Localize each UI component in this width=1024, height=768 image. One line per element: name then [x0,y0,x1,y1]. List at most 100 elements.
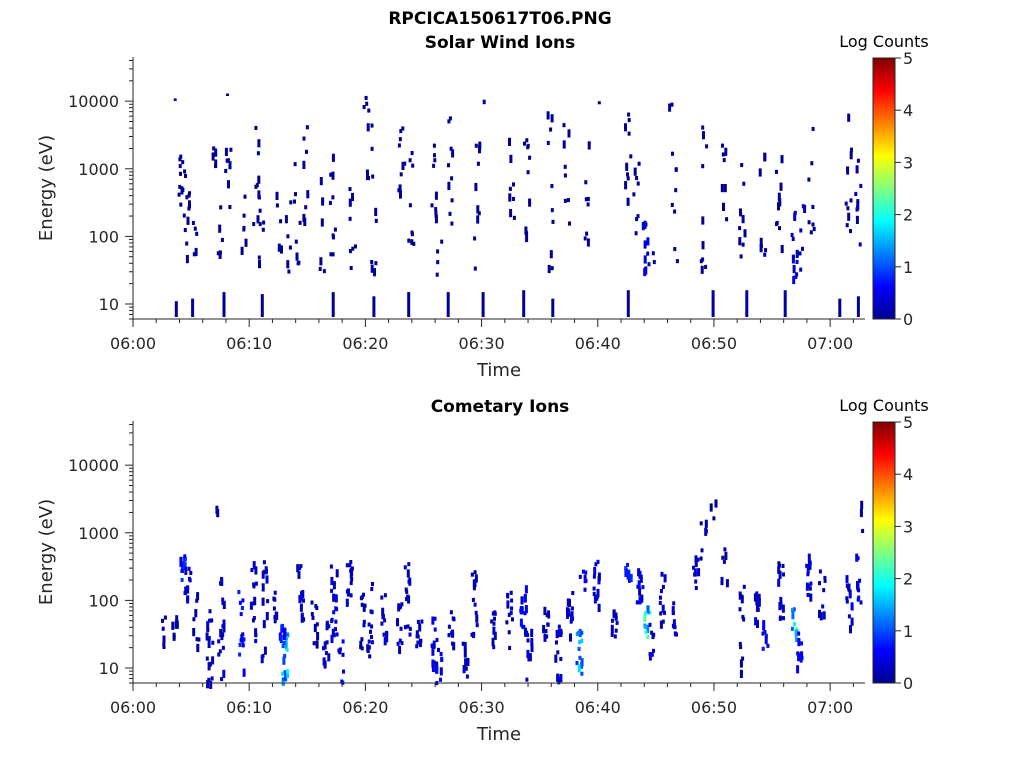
spectrogram-cell [329,172,333,177]
spectrogram-cell [432,163,436,168]
spectrogram-cell [694,585,698,590]
x-axis-label: Time [476,724,521,745]
spectrogram-cell [818,609,821,618]
spectrogram-cell [183,169,187,174]
spectrogram-cell [724,551,728,560]
spectrogram-cell [792,607,796,612]
spectrogram-cell [162,642,166,647]
spectrogram-cell [562,123,566,128]
spectrogram-cell [301,590,305,599]
spectrogram-cell [659,620,663,629]
spectrogram-cell [701,216,705,225]
spectrogram-cell [492,645,496,650]
spectrogram-cell [556,650,560,655]
spectrogram-cell [739,669,743,678]
cells [173,93,863,317]
spectrogram-cell [507,630,511,635]
spectrogram-cell [791,255,795,264]
spectrogram-cell [660,571,664,576]
spectrogram-cell [660,589,663,594]
spectrogram-cell [192,252,196,257]
spectrogram-cell [172,632,176,641]
spectrogram-cell [398,645,402,655]
spectrogram-cell [280,624,284,633]
spectrogram-cell [261,597,265,606]
spectrogram-cell [562,140,566,149]
spectrogram-cell [473,266,477,271]
spectrogram-cell [780,244,784,254]
x-tick-label: 07:00 [807,334,853,353]
spectrogram-cell [754,617,758,626]
spectrogram-cell [195,231,199,236]
spectrogram-cell [440,239,444,244]
spectrogram-cell [526,638,530,643]
spectrogram-cell [859,183,863,188]
spectrogram-cell [547,614,551,619]
spectrogram-cell [528,155,532,160]
spectrogram-cell [584,197,588,202]
spectrogram-cell [238,642,242,647]
spectrogram-cell [673,209,677,214]
spectrogram-cell [849,151,853,160]
spectrogram-cell [257,139,261,148]
spectrogram-cell [793,621,796,626]
spectrogram-cell [286,260,290,269]
spectrogram-cell [490,619,494,624]
x-tick-label: 06:50 [691,334,737,353]
spectrogram-cell [739,208,742,213]
spectrogram-cell [348,216,352,221]
spectrogram-cell [847,113,851,122]
spectrogram-cell [567,608,571,617]
spectrogram-cell [848,590,852,599]
spectrogram-cell [759,244,763,253]
spectrogram-cell [447,163,450,168]
spectrogram-cell [334,594,338,603]
spectrogram-cell [806,572,810,577]
spectrogram-cell [217,652,221,657]
spectrogram-cell [182,213,186,218]
spectrogram-cell [334,619,338,624]
spectrogram-cell [668,103,672,112]
spectrogram-cell [472,633,475,638]
spectrogram-cell [191,298,195,317]
spectrogram-cell [575,661,579,666]
spectrogram-cell [186,585,190,594]
spectrogram-cell [615,620,619,625]
spectrogram-cell [583,236,587,241]
spectrogram-cell [845,575,849,584]
spectrogram-cell [183,554,187,559]
spectrogram-cell [191,220,195,225]
spectrogram-cell [796,665,800,674]
spectrogram-cell [207,677,211,682]
spectrogram-cell [638,570,642,579]
colorbar-tick-label: 4 [903,101,913,120]
spectrogram-cell [206,680,210,689]
spectrogram-cell [793,212,797,221]
spectrogram-cell [812,227,816,232]
spectrogram-cell [226,93,229,96]
spectrogram-cell [476,205,480,214]
spectrogram-cell [418,623,422,632]
spectrogram-cell [195,637,199,642]
spectrogram-cell [493,616,496,621]
spectrogram-cell [709,503,713,512]
spectrogram-cell [254,628,258,637]
spectrogram-cell [543,606,547,615]
spectrogram-cell [492,626,496,635]
spectrogram-cell [194,609,198,618]
spectrogram-cell [401,161,405,170]
spectrogram-cell [410,232,414,237]
spectrogram-cell [240,606,244,611]
spectrogram-cell [294,239,298,244]
spectrogram-cell [362,623,366,628]
spectrogram-cell [328,200,332,205]
spectrogram-cell [436,249,440,254]
spectrogram-cell [809,230,813,235]
spectrogram-cell [432,143,436,148]
spectrogram-cell [550,208,554,213]
spectrogram-cell [370,260,374,265]
spectrogram-cell [210,676,214,681]
spectrogram-cell [258,260,261,269]
spectrogram-cell [512,215,516,220]
